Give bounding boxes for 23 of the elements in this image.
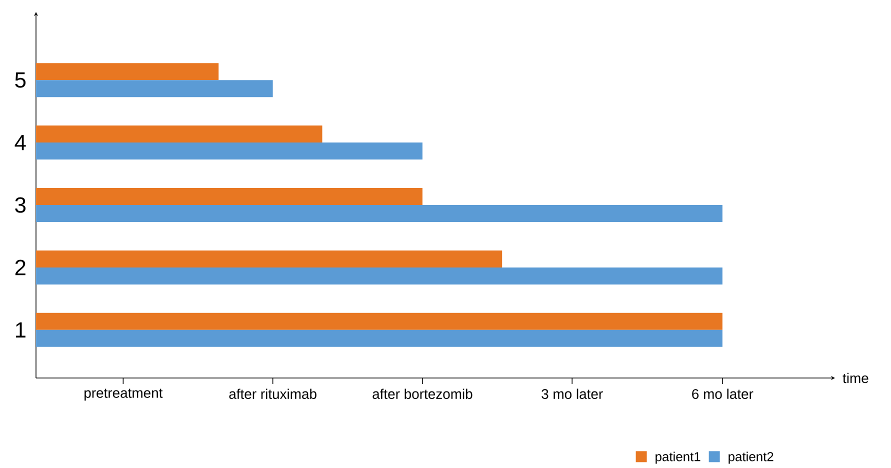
text: time	[842, 372, 868, 384]
bar	[36, 330, 722, 347]
bar	[36, 204, 722, 222]
y-tick-label: 2	[15, 260, 26, 276]
bar	[36, 312, 722, 330]
y-tick-label: 3	[15, 197, 26, 213]
annotation: after bortezomib	[372, 388, 472, 399]
y-tick-label: 5	[15, 72, 26, 88]
bar	[36, 126, 322, 143]
annotation: after rituximab	[229, 388, 316, 399]
bar	[36, 142, 422, 160]
y-tick-label: 4	[14, 134, 26, 150]
legend-label: patient1	[656, 452, 700, 464]
y-tick-label: 1	[16, 322, 26, 338]
text: pretreatment	[84, 388, 163, 401]
legend-label: patient2	[728, 452, 774, 464]
text: 3 mo later	[542, 388, 603, 399]
bar	[36, 63, 219, 80]
annotation: 6 mo later	[692, 388, 754, 399]
bar	[36, 80, 273, 98]
bar	[36, 188, 422, 205]
bar	[36, 250, 502, 268]
bar	[36, 267, 722, 284]
